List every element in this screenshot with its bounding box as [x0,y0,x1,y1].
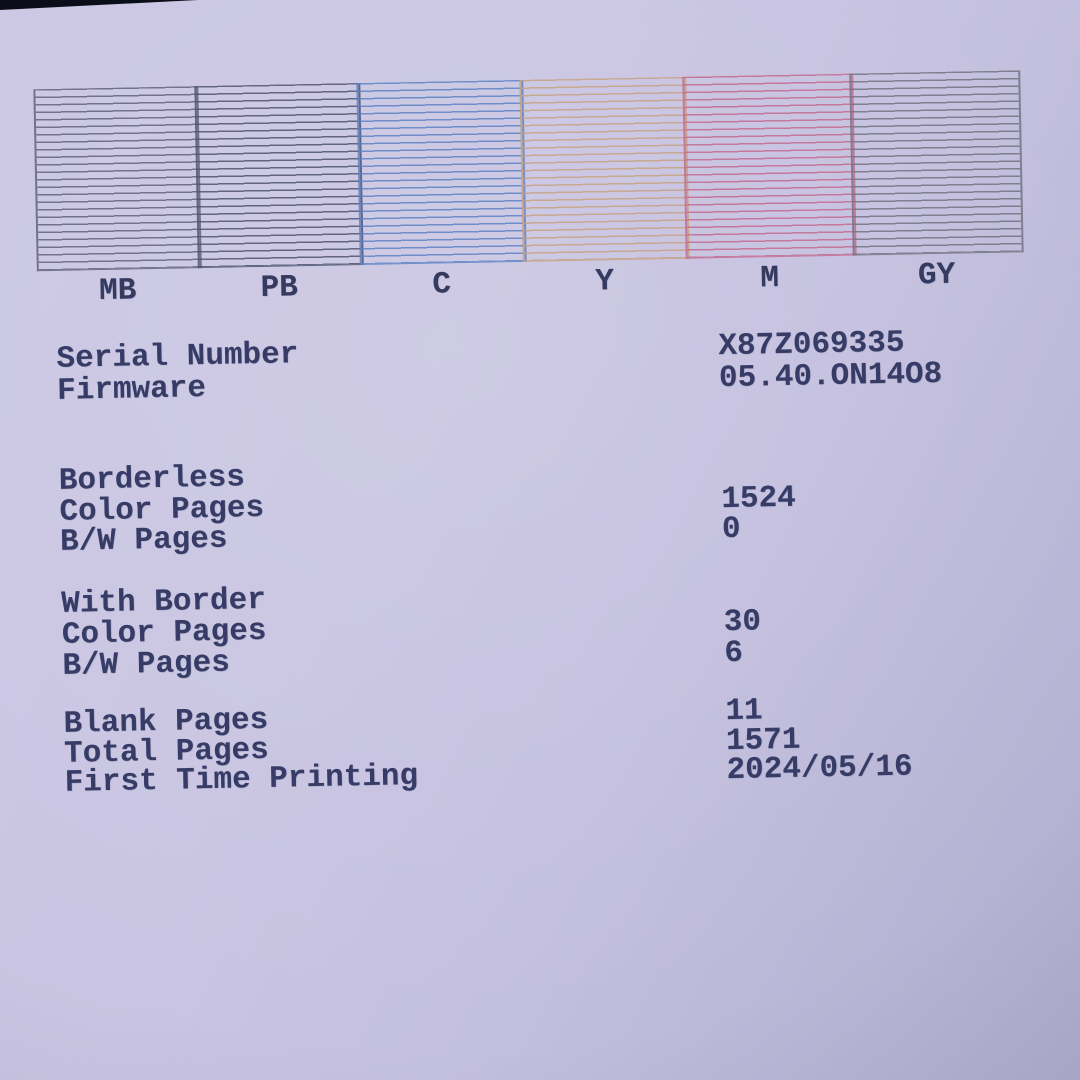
nozzle-label-y: Y [595,264,615,300]
nozzle-block-y [519,76,690,262]
nozzle-label-c: C [432,267,452,303]
nozzle-block-gy [849,70,1024,256]
info-label: First Time Printing [64,759,419,801]
nozzle-label-gy: GY [917,257,956,294]
nozzle-block-mb [33,86,202,272]
nozzle-block-m [682,73,857,259]
nozzle-label-m: M [759,261,780,297]
background-shadow-wedge [0,0,198,10]
nozzle-block-c [356,79,527,266]
info-value: 6 [723,635,744,672]
info-value: 0 [721,511,741,548]
info-value: 2024/05/16 [726,749,913,789]
nozzle-label-pb: PB [260,270,299,306]
nozzle-label-mb: MB [98,273,137,310]
info-label: Firmware [56,371,207,409]
info-value: 05.40.ON14O8 [718,356,943,397]
info-label: B/W Pages [59,521,228,560]
nozzle-block-pb [194,82,364,269]
info-label: B/W Pages [62,645,231,684]
